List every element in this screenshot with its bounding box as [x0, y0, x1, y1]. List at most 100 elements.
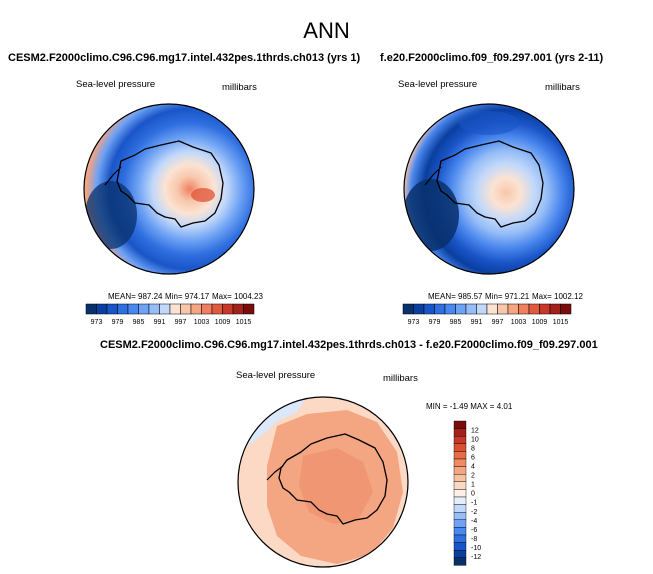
- panel3-colorbar-swatch: [453, 466, 467, 475]
- panel3-colorbar-tick-label: 12: [471, 428, 479, 435]
- main-title: ANN: [303, 18, 350, 43]
- panel2-colorbar-swatch: [518, 303, 530, 315]
- panel1-units-label: millibars: [222, 82, 257, 93]
- panel3-colorbar-swatch: [453, 458, 467, 467]
- panel3-colorbar-tick-label: 2: [471, 473, 475, 480]
- panel3-colorbar-tick-label: 1: [471, 482, 475, 489]
- panel2-colorbar-swatch: [444, 303, 456, 315]
- panel2-colorbar-swatch: [402, 303, 414, 315]
- panel3-colorbar-swatch: [453, 489, 467, 498]
- panel2-stat-min: Min= 971.21: [485, 292, 530, 301]
- panel1-colorbar-swatch: [85, 303, 97, 315]
- panel3-colorbar-tick-label: -6: [471, 527, 477, 534]
- panel2-colorbar-tick-label: 997: [492, 319, 504, 326]
- panel1-colorbar-tick-label: 973: [91, 319, 103, 326]
- panel2-stat-max: Max= 1002.12: [532, 292, 583, 301]
- panel1-stat-min: Min= 974.17: [165, 292, 210, 301]
- panel2-colorbar-swatch: [413, 303, 425, 315]
- panel1-colorbar-tick-label: 979: [112, 319, 124, 326]
- panel3-colorbar-swatch: [453, 527, 467, 536]
- panel2-colorbar-swatch: [423, 303, 435, 315]
- panel3-colorbar-swatch: [453, 519, 467, 528]
- panel3-colorbar-swatch: [453, 481, 467, 490]
- panel1-colorbar-swatch: [169, 303, 181, 315]
- panel3-antarctica-coastline: [278, 433, 388, 525]
- panel1-colorbar-swatch: [190, 303, 202, 315]
- panel1-colorbar-swatch: [127, 303, 139, 315]
- panel1-stat-max: Max= 1004.23: [212, 292, 263, 301]
- panel1-colorbar-swatch: [138, 303, 150, 315]
- panel3-colorbar-tick-label: -2: [471, 509, 477, 516]
- panel1-colorbar-swatch: [232, 303, 244, 315]
- panel3-colorbar-swatch: [453, 504, 467, 513]
- panel2-colorbar-swatch: [549, 303, 561, 315]
- panel2-colorbar-swatch: [539, 303, 551, 315]
- panel2-colorbar-tick-label: 985: [450, 319, 462, 326]
- panel2-title: f.e20.F2000climo.f09_f09.297.001 (yrs 2-…: [380, 52, 604, 64]
- panel1-title: CESM2.F2000climo.C96.C96.mg17.intel.432p…: [8, 52, 361, 64]
- panel2-stat-mean: MEAN= 985.57: [428, 292, 483, 301]
- panel1-colorbar-swatch: [159, 303, 171, 315]
- panel1-colorbar-tick-label: 985: [133, 319, 145, 326]
- panel3-colorbar-tick-label: -4: [471, 518, 477, 525]
- panel3-colorbar-swatch: [453, 511, 467, 520]
- panel1-colorbar-swatch: [96, 303, 108, 315]
- panel3-polar-map: [237, 396, 409, 568]
- panel1-colorbar-swatch: [222, 303, 234, 315]
- panel1-colorbar-swatch: [243, 303, 255, 315]
- panel1-colorbar-tick-label: 1015: [236, 319, 252, 326]
- panel3-colorbar-tick-label: -10: [471, 545, 481, 552]
- panel2-colorbar-tick-label: 979: [429, 319, 441, 326]
- panel3-colorbar-swatch: [453, 420, 467, 429]
- panel3-colorbar-tick-label: 10: [471, 437, 479, 444]
- panel3-units-label: millibars: [383, 373, 418, 384]
- panel3-colorbar-swatch: [453, 549, 467, 558]
- panel2-colorbar-swatch: [528, 303, 540, 315]
- panel1-colorbar-swatch: [117, 303, 129, 315]
- panel2-colorbar-swatch: [476, 303, 488, 315]
- panel3-colorbar-tick-label: 0: [471, 491, 475, 498]
- panel3-colorbar-tick-label: -8: [471, 536, 477, 543]
- panel1-colorbar-swatch: [180, 303, 192, 315]
- panel2-colorbar-tick-label: 991: [471, 319, 483, 326]
- panel3-left-label: Sea-level pressure: [236, 370, 316, 381]
- panel3-colorbar-swatch: [453, 443, 467, 452]
- panel3-colorbar-tick-label: 6: [471, 455, 475, 462]
- panel1-polar-map: [83, 103, 255, 275]
- panel2-antarctica-coastline: [436, 140, 544, 228]
- panel1-colorbar: 973 979 985 991 997 1003 1009 1015: [85, 303, 255, 326]
- panel2-colorbar-tick-label: 1003: [511, 319, 527, 326]
- panel3-colorbar-swatch: [453, 451, 467, 460]
- panel3-colorbar-swatch: [453, 496, 467, 505]
- panel1-colorbar-swatch: [201, 303, 213, 315]
- panel2-colorbar-tick-label: 973: [408, 319, 420, 326]
- panel3-colorbar-swatch: [453, 428, 467, 437]
- panel2-colorbar-swatch: [497, 303, 509, 315]
- panel3-colorbar-tick-label: 4: [471, 464, 475, 471]
- panel2-colorbar-tick-label: 1015: [553, 319, 569, 326]
- panel2-colorbar-swatch: [455, 303, 467, 315]
- panel3-title: CESM2.F2000climo.C96.C96.mg17.intel.432p…: [100, 339, 598, 351]
- panel2-colorbar-swatch: [560, 303, 572, 315]
- panel3-colorbar-tick-label: 8: [471, 446, 475, 453]
- panel1-boundary: [83, 103, 255, 275]
- panel3-colorbar-tick-label: -1: [471, 500, 477, 507]
- panel2-units-label: millibars: [545, 82, 580, 93]
- panel2-left-label: Sea-level pressure: [398, 79, 478, 90]
- panel3-peninsula: [266, 465, 284, 481]
- panel2-colorbar-swatch: [465, 303, 477, 315]
- panel3-colorbar-swatch: [453, 474, 467, 483]
- panel2-low-north: [459, 111, 519, 135]
- panel1-colorbar-swatch: [106, 303, 118, 315]
- panel1-colorbar-tick-label: 1003: [194, 319, 210, 326]
- panel2-colorbar-swatch: [434, 303, 446, 315]
- panel3-boundary: [237, 396, 409, 568]
- panel2-polar-map: [403, 103, 575, 275]
- panel1-antarctica-coastline: [116, 140, 224, 228]
- panel1-low-center: [85, 181, 137, 249]
- panel1-stat-mean: MEAN= 987.24: [108, 292, 163, 301]
- panel3-colorbar-swatch: [453, 542, 467, 551]
- panel2-colorbar-swatch: [507, 303, 519, 315]
- panel2-colorbar-swatch: [486, 303, 498, 315]
- panel1-high-center: [191, 188, 215, 202]
